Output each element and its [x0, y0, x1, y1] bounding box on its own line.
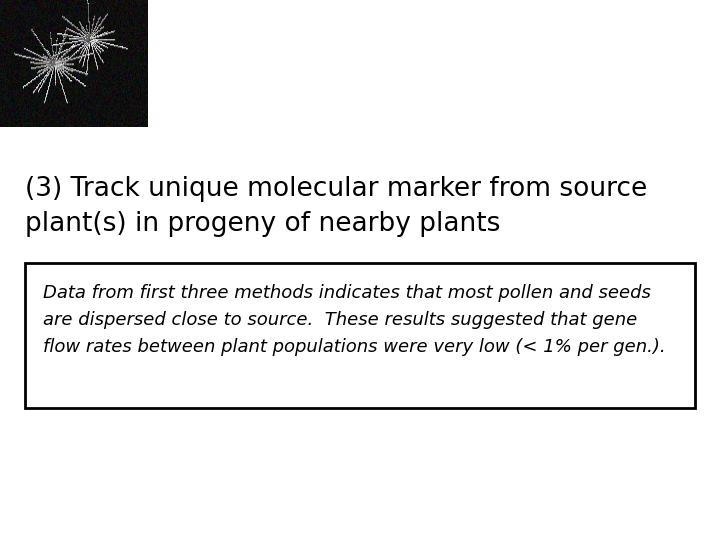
Text: (3) Track unique molecular marker from source
plant(s) in progeny of nearby plan: (3) Track unique molecular marker from s…: [25, 177, 647, 238]
FancyBboxPatch shape: [25, 263, 695, 408]
Text: Data from first three methods indicates that most pollen and seeds
are dispersed: Data from first three methods indicates …: [43, 284, 666, 356]
Text: direct methods: direct methods: [295, 72, 569, 106]
Text: Measuring gene flow:: Measuring gene flow:: [239, 24, 625, 58]
